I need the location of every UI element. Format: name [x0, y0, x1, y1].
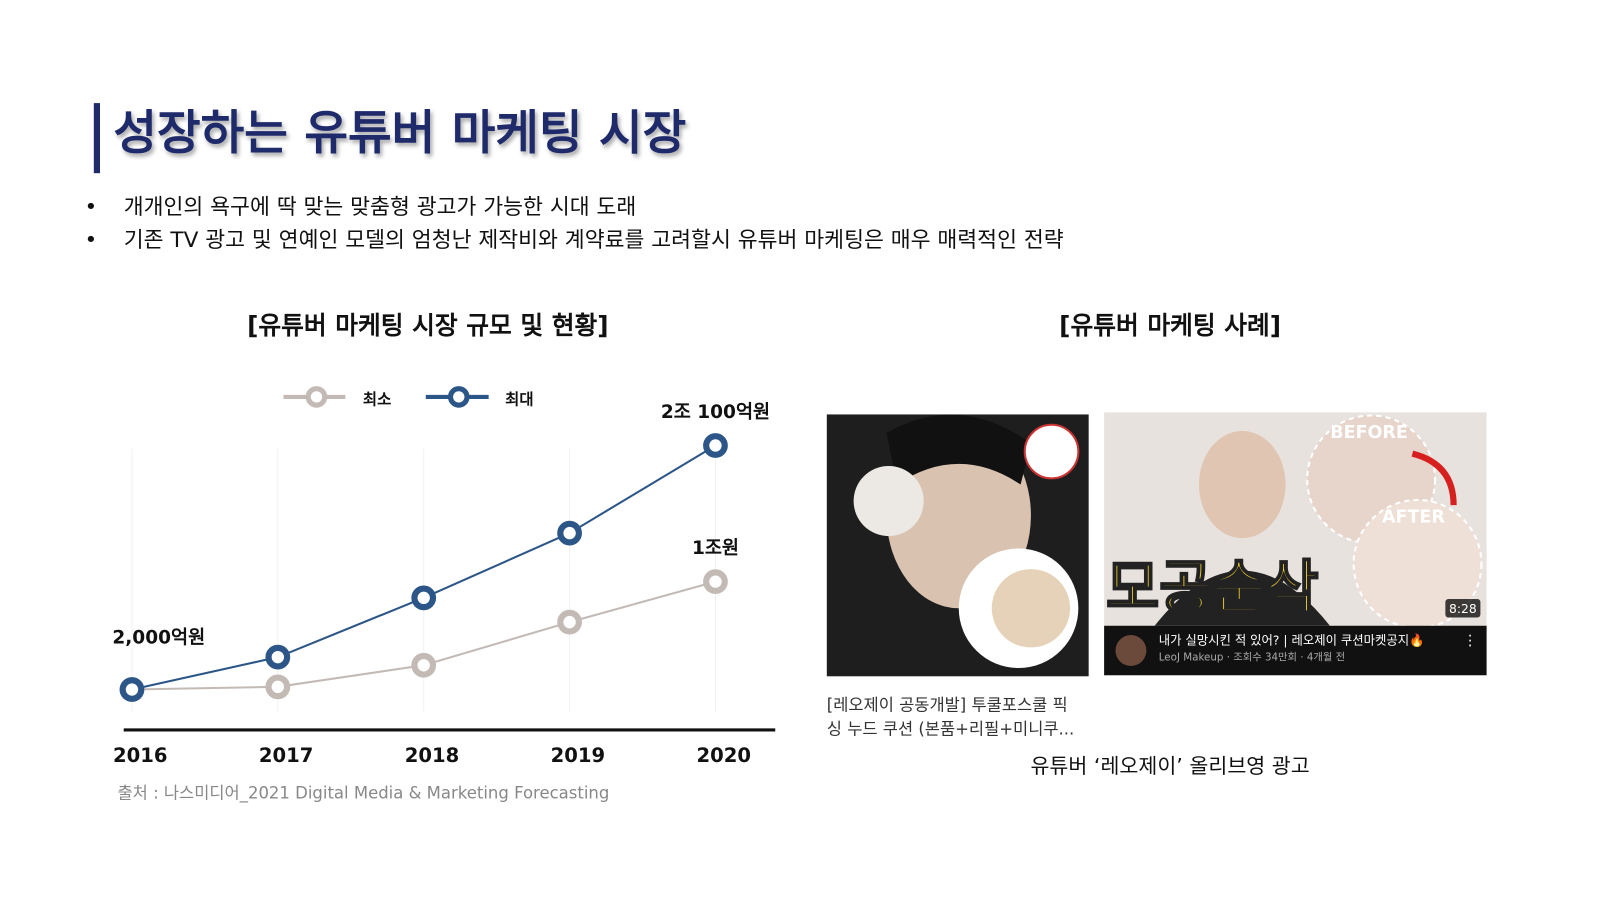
case-title: [유튜버 마케팅 사례]	[1059, 311, 1281, 340]
data-label: 2조 100억원	[661, 402, 770, 423]
after-label: AFTER	[1382, 508, 1445, 528]
avatar	[1115, 635, 1147, 666]
duration-bg	[1445, 598, 1481, 618]
bullet: 개개인의 욕구에 딱 맞는 맞춤형 광고가 가능한 시대 도래	[124, 195, 637, 220]
bullet-dot: •	[85, 195, 98, 220]
badge	[1023, 423, 1080, 480]
legend-label: 최대	[505, 389, 533, 408]
slide-title: 성장하는 유튜버 마케팅 시장	[113, 106, 686, 161]
data-point	[557, 609, 582, 635]
face	[1198, 430, 1286, 539]
compact	[853, 465, 924, 537]
data-point	[557, 520, 582, 546]
legend-marker	[305, 386, 328, 408]
hair	[886, 414, 1031, 485]
duration: 8:28	[1449, 602, 1477, 616]
legend-marker	[447, 386, 470, 408]
left-caption: 싱 누드 쿠션 (본품+리필+미니쿠...	[827, 719, 1074, 738]
arrow	[1411, 450, 1457, 506]
cushion-puff	[991, 569, 1071, 648]
chart-title: [유튜버 마케팅 시장 규모 및 현황]	[247, 311, 609, 340]
thumbnail-right	[1104, 412, 1487, 676]
video-title: 내가 실망시킨 적 있어? | 레오제이 쿠션마켓공지🔥	[1159, 633, 1425, 648]
headline: 모공순삭	[1106, 553, 1318, 621]
info-bar	[1104, 625, 1487, 676]
data-label: 1조원	[692, 538, 739, 559]
data-point	[265, 644, 291, 670]
x-tick-label: 2016	[113, 744, 167, 767]
left-caption: [레오제이 공동개발] 투쿨포스쿨 픽	[827, 696, 1068, 715]
case-caption: 유튜버 ‘레오제이’ 올리브영 광고	[1030, 754, 1309, 778]
x-tick-label: 2020	[696, 744, 751, 767]
after-circle	[1352, 498, 1483, 629]
data-point	[265, 674, 291, 700]
before-label: BEFORE	[1330, 423, 1408, 443]
x-tick-label: 2019	[551, 744, 605, 767]
data-point	[703, 569, 728, 595]
data-point	[703, 433, 728, 458]
x-tick-label: 2017	[259, 744, 314, 767]
source: 출처 : 나스미디어_2021 Digital Media & Marketin…	[118, 783, 610, 803]
thumbnail-left	[826, 414, 1089, 677]
data-point	[411, 585, 437, 611]
bullet-dot: •	[85, 228, 98, 253]
menu-icon[interactable]: ⋮	[1463, 633, 1477, 649]
title-bar	[93, 103, 100, 174]
data-point	[119, 677, 145, 702]
bullet: 기존 TV 광고 및 연예인 모델의 엄청난 제작비와 계약료를 고려할시 유튜…	[124, 228, 1064, 253]
jacket	[1154, 570, 1330, 626]
legend-label: 최소	[363, 389, 391, 408]
data-label: 2,000억원	[112, 627, 205, 648]
x-tick-label: 2018	[405, 744, 460, 767]
data-point	[411, 652, 437, 678]
channel: LeoJ Makeup · 조회수 34만회 · 4개월 전	[1159, 652, 1345, 664]
